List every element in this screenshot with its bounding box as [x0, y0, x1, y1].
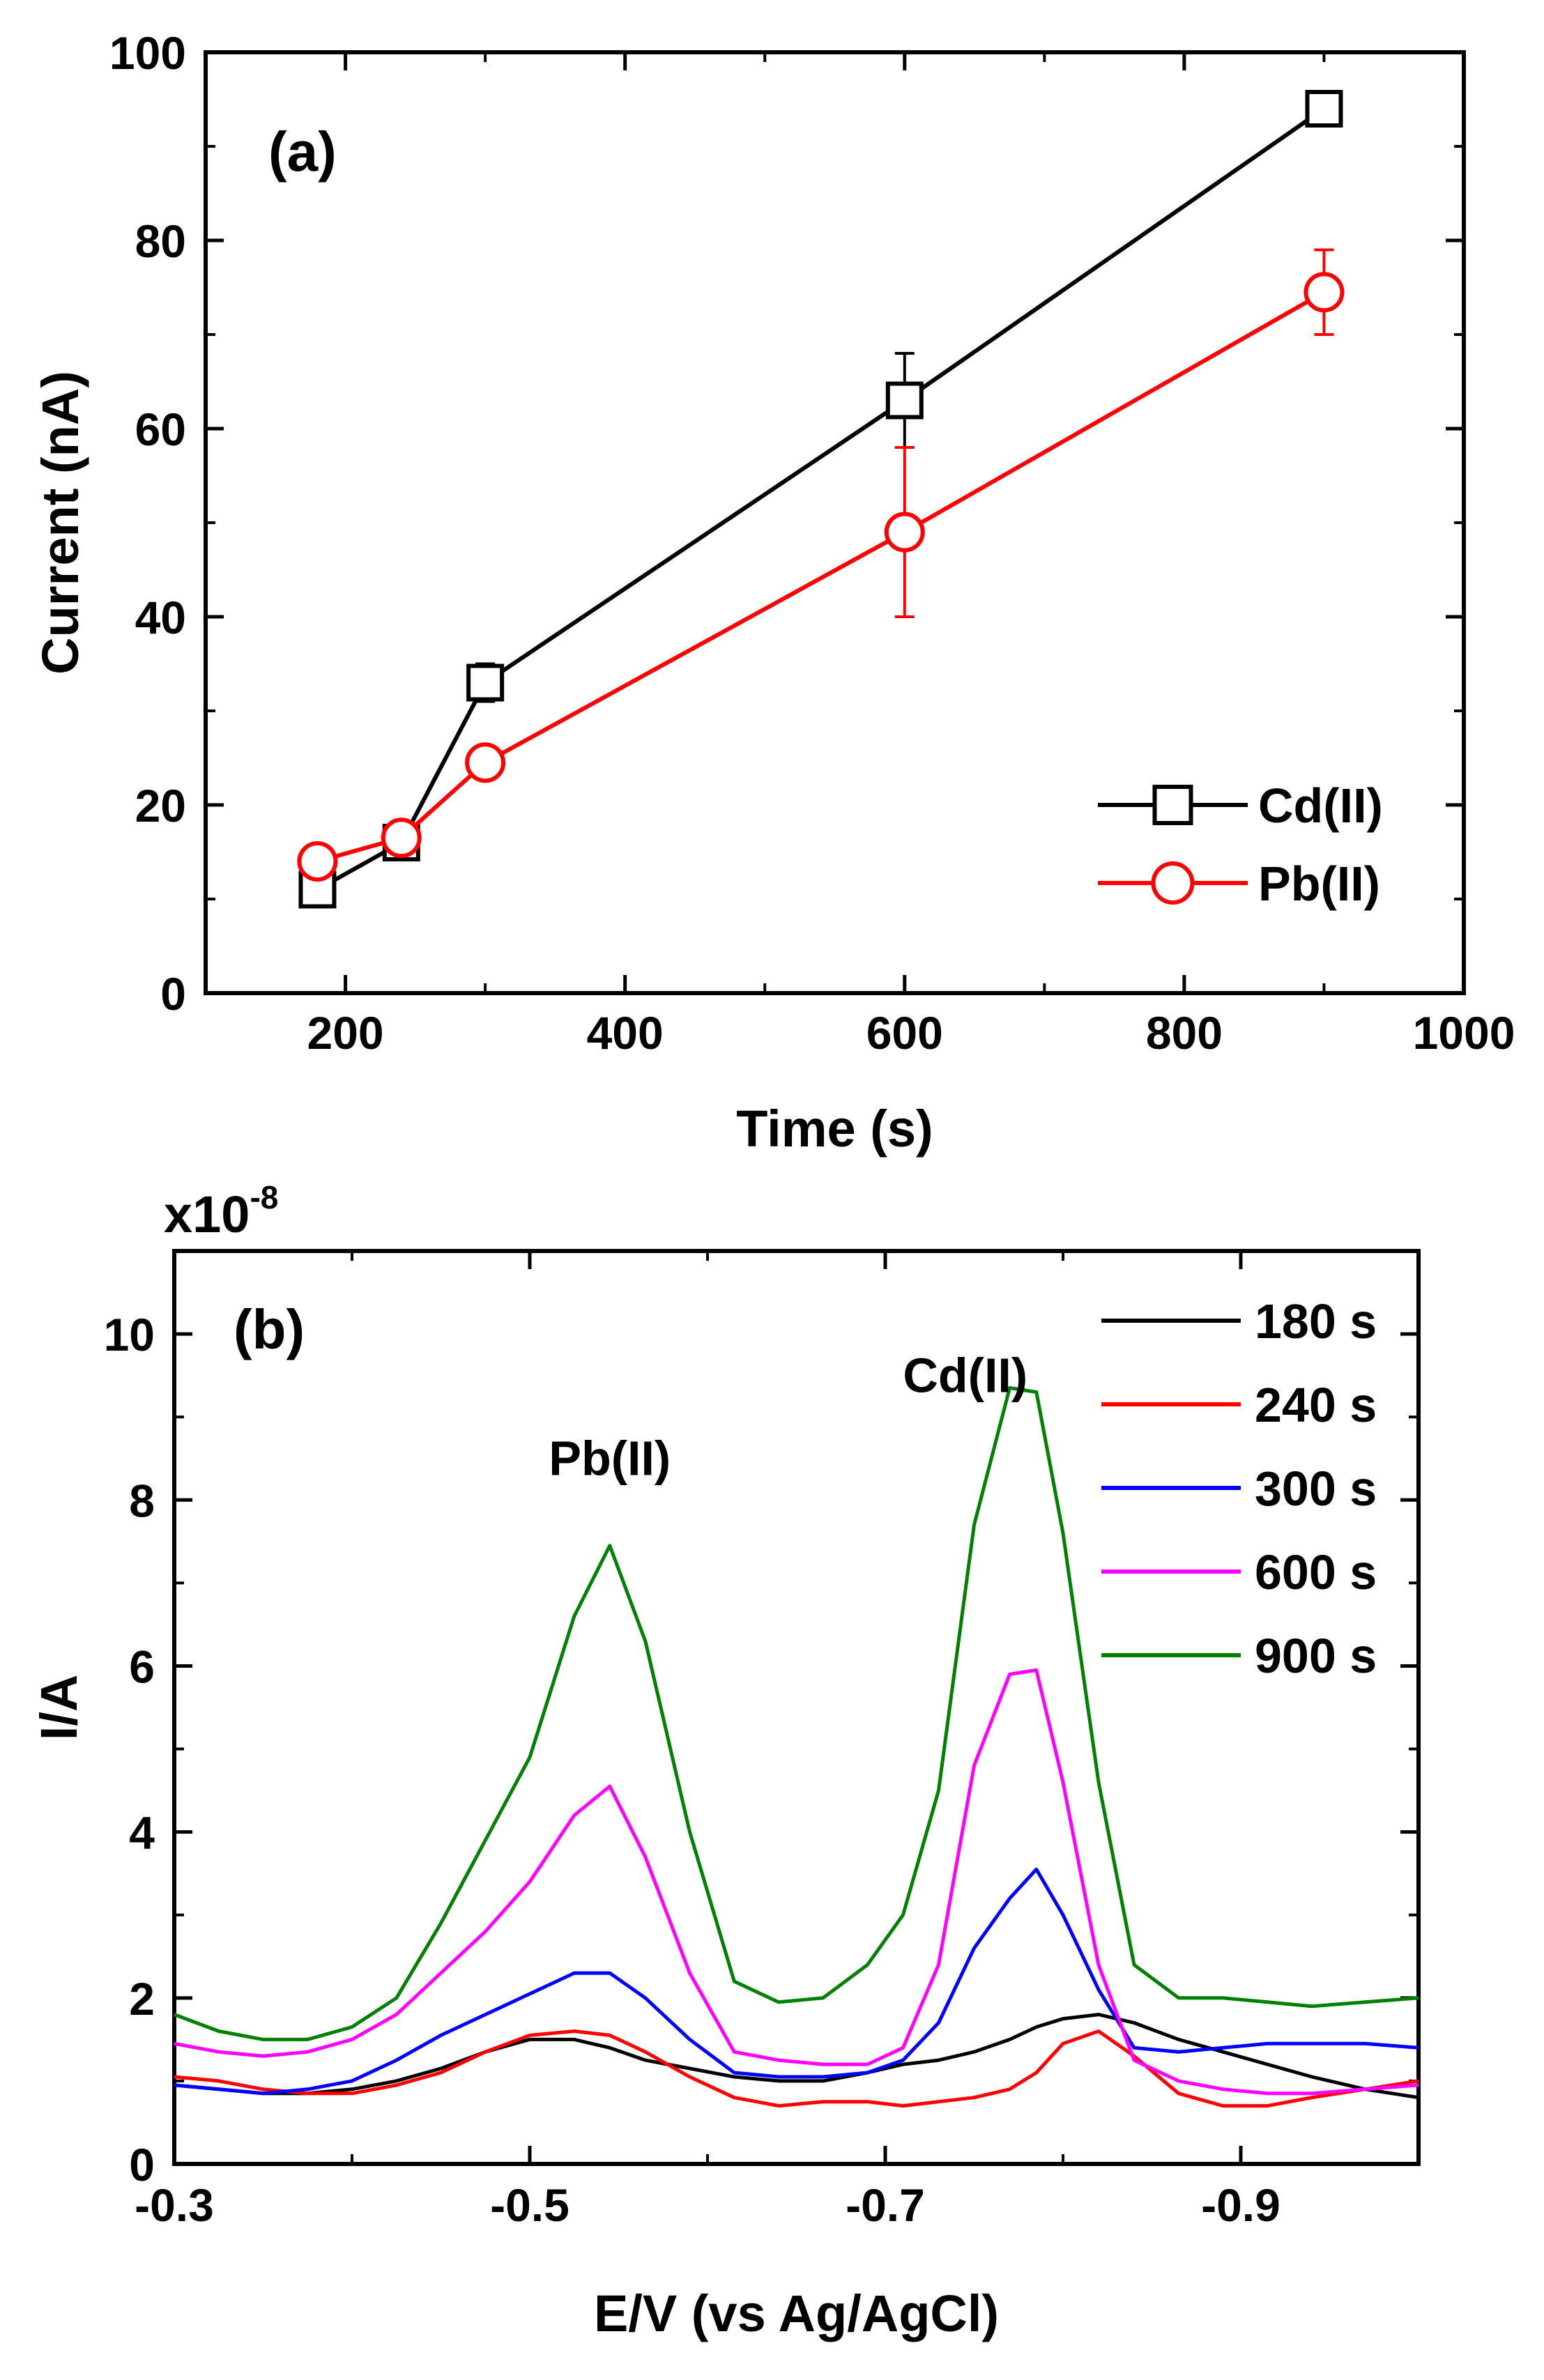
panel-a-x-tick-label: 200 [307, 1007, 383, 1059]
panel-a-data-point-circle [297, 841, 338, 882]
panel-b-legend-label: 900 s [1255, 1629, 1377, 1683]
panel-a-x-tick-label: 600 [866, 1007, 943, 1059]
panel-a-data-point-circle [465, 742, 506, 783]
panel-a-label: (a) [268, 121, 337, 183]
panel-a-legend-label: Pb(II) [1258, 857, 1380, 911]
panel-a-legend: Cd(II) Pb(II) [1098, 778, 1383, 911]
panel-a-data-point-circle [381, 817, 422, 859]
panel-a-y-axis-title: Current (nA) [31, 371, 89, 675]
panel-b-legend-label: 240 s [1255, 1378, 1377, 1432]
panel-b-x-tick-label: -0.9 [1201, 2179, 1281, 2231]
panel-b-series-line-3 [174, 1668, 1419, 2096]
panel-b-x-tick-label: -0.3 [135, 2179, 214, 2231]
panel-b-x-tick-label: -0.7 [846, 2179, 925, 2231]
panel-b-series-line-4 [174, 1386, 1419, 2041]
panel-b-y-multiplier-base: x10 [164, 1185, 250, 1243]
panel-b-y-tick-label: 10 [104, 1309, 155, 1360]
panel-a-x-tick-label: 1000 [1413, 1007, 1515, 1059]
panel-b-ticks [172, 1250, 1420, 2166]
panel-a-data-point-circle [884, 512, 925, 553]
panel-a-legend-marker-circle [1151, 861, 1195, 905]
panel-b-peak-labels: Pb(II) Cd(II) [549, 1348, 1027, 1485]
panel-a-ticks [206, 50, 1466, 995]
panel-a-tick-labels: 200 400 600 800 1000 0 20 40 60 80 100 [109, 27, 1515, 1059]
panel-a-y-tick-label: 40 [135, 592, 186, 643]
panel-a-series [297, 90, 1345, 909]
panel-a-chart: 200 400 600 800 1000 0 20 40 60 80 100 (a) Time (s… [31, 27, 1515, 1158]
panel-a-x-tick-label: 400 [587, 1007, 664, 1059]
panel-b-series [174, 1386, 1419, 2108]
panel-b-series-line-1 [174, 2029, 1419, 2108]
panel-b-y-tick-label: 2 [129, 1973, 155, 2025]
panel-a-data-point-circle [1304, 272, 1345, 313]
panel-a-x-axis-title: Time (s) [736, 1100, 933, 1158]
panel-b-y-tick-label: 4 [129, 1807, 155, 1859]
panel-a-legend-label: Cd(II) [1258, 778, 1383, 833]
panel-b-y-tick-label: 6 [129, 1641, 155, 1692]
panel-b-y-multiplier-exponent: -8 [250, 1179, 278, 1215]
panel-b-legend-label: 300 s [1255, 1461, 1377, 1516]
panel-b-legend: 180 s 240 s 300 s 600 s 900 s [1101, 1294, 1377, 1683]
panel-a-x-tick-label: 800 [1146, 1007, 1223, 1059]
panel-b-legend-label: 180 s [1255, 1294, 1377, 1349]
panel-a-y-tick-label: 0 [160, 968, 186, 1020]
panel-a-data-point-square [1305, 90, 1343, 128]
panel-a-legend-marker-square [1152, 785, 1193, 825]
panel-a-y-tick-label: 100 [109, 27, 186, 79]
panel-b-peak-label: Pb(II) [549, 1431, 671, 1486]
panel-b-y-multiplier: x10-8 [164, 1179, 278, 1243]
panel-b-x-tick-label: -0.5 [490, 2179, 570, 2231]
panel-b-x-axis-title: E/V (vs Ag/AgCl) [594, 2285, 999, 2342]
panel-b-series-line-0 [174, 2013, 1419, 2100]
panel-b-series-line-2 [174, 1867, 1419, 2096]
panel-b-tick-labels: -0.3 -0.5 -0.7 -0.9 0 2 4 6 8 10 [104, 1309, 1281, 2231]
panel-a-series-line-1 [316, 290, 1325, 863]
panel-b-legend-label: 600 s [1255, 1545, 1377, 1599]
panel-b-y-tick-label: 0 [129, 2139, 155, 2190]
panel-a-y-tick-label: 80 [135, 215, 186, 267]
panel-a-data-point-square [466, 663, 505, 702]
panel-a-y-tick-label: 20 [135, 780, 186, 831]
panel-b-label: (b) [234, 1298, 305, 1360]
panel-b-y-tick-label: 8 [129, 1475, 155, 1526]
panel-b-chart: -0.3 -0.5 -0.7 -0.9 0 2 4 6 8 10 (b) E/V (vs Ag/A… [30, 1179, 1421, 2342]
panel-b-plot-frame [172, 1249, 1421, 2166]
panel-b-peak-label: Cd(II) [903, 1348, 1027, 1402]
panel-a-data-point-square [885, 381, 924, 420]
panel-b-y-axis-title: I/A [30, 1675, 88, 1741]
panel-a-y-tick-label: 60 [135, 404, 186, 455]
